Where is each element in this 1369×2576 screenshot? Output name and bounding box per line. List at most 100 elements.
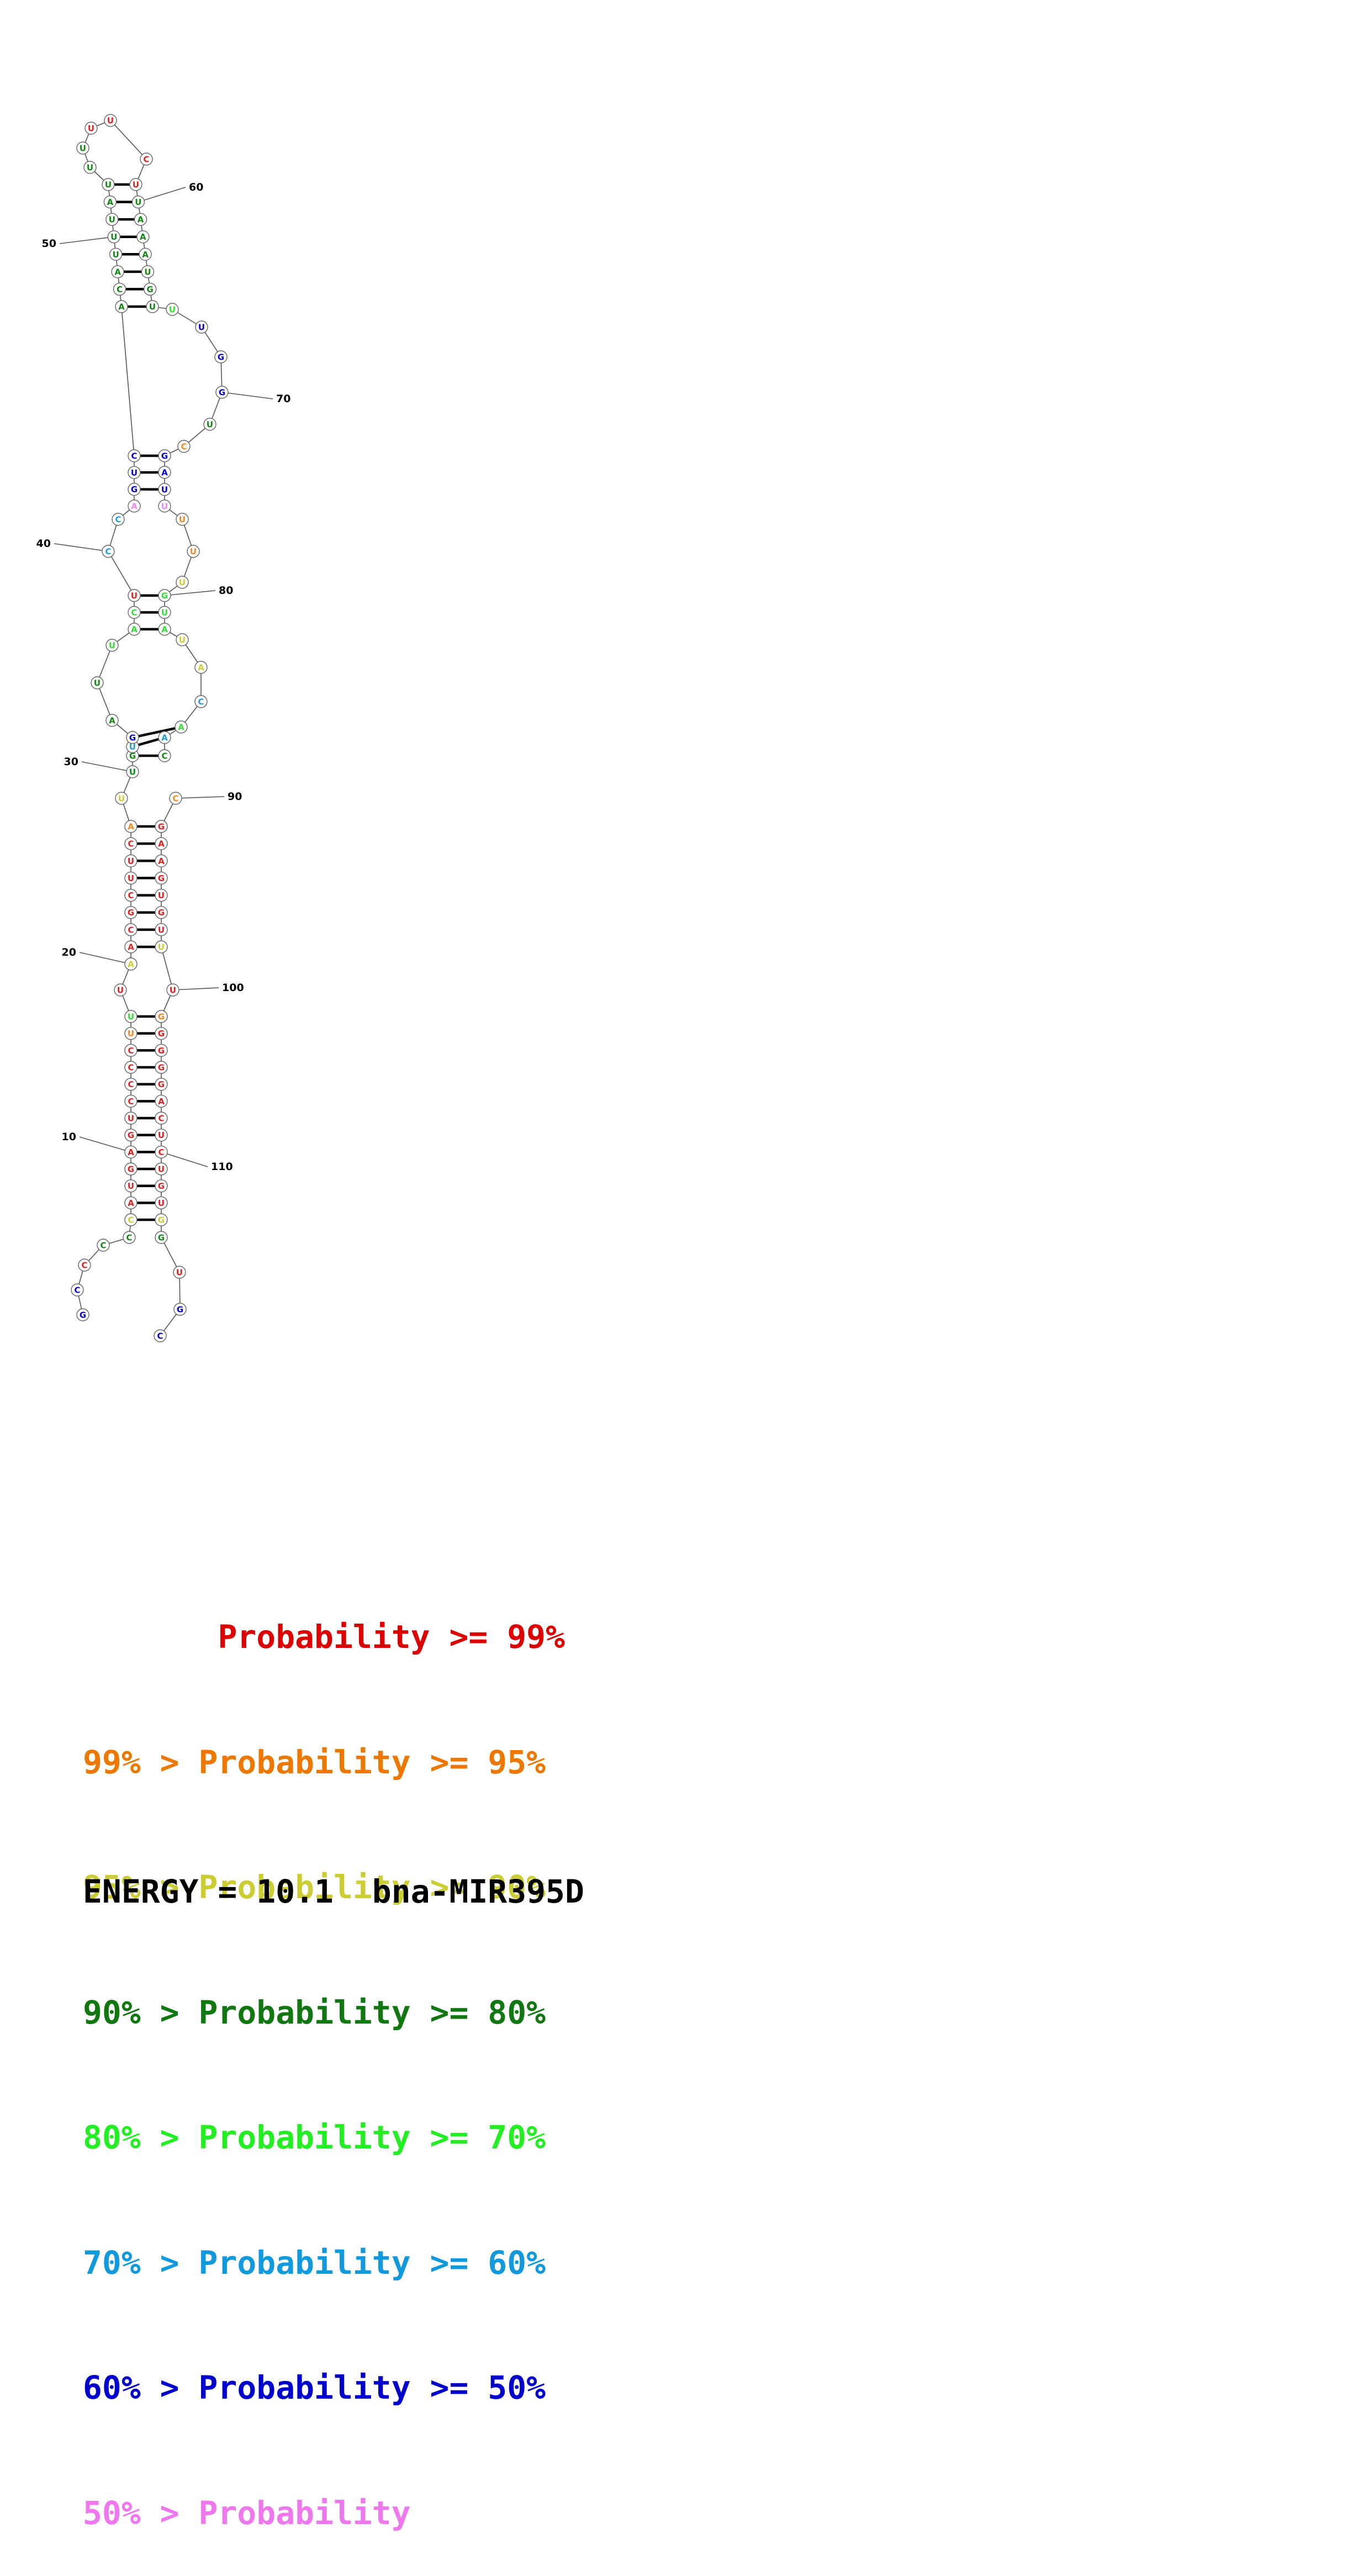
position-label: 60 xyxy=(189,181,203,193)
nucleotide: C xyxy=(125,1095,137,1107)
nucleotide: U xyxy=(204,418,216,430)
nucleotide-letter: C xyxy=(81,1261,87,1271)
position-label-leader xyxy=(173,988,219,990)
nucleotide-letter: U xyxy=(170,986,176,995)
nucleotide: U xyxy=(128,466,140,478)
nucleotide: G xyxy=(144,283,156,295)
nucleotide: C xyxy=(71,1284,83,1296)
nucleotide-letter: G xyxy=(219,388,225,398)
nucleotide-letter: C xyxy=(172,794,178,804)
nucleotide: G xyxy=(155,1010,167,1023)
position-label-leader xyxy=(165,591,215,596)
nucleotide-letter: U xyxy=(128,1181,134,1191)
nucleotide-letter: A xyxy=(178,723,184,733)
nucleotide: U xyxy=(158,500,171,512)
nucleotide-letter: A xyxy=(161,625,168,635)
nucleotide-letter: U xyxy=(176,1268,183,1278)
nucleotide: C xyxy=(195,696,207,708)
base-pair-bond xyxy=(139,739,159,745)
position-label: 100 xyxy=(222,982,244,994)
legend-row: 60% > Probability >= 50% xyxy=(83,2367,565,2409)
nucleotide-layer: GCCCCCAUGAGUCCCCUUUAACGCUUCAUUGUGAUUACUC… xyxy=(71,114,228,1342)
nucleotide: U xyxy=(155,1197,167,1209)
nucleotide: A xyxy=(155,1095,167,1107)
nucleotide-letter: U xyxy=(133,180,139,190)
legend-label: Probability >= 95% xyxy=(199,1743,546,1781)
nucleotide: U xyxy=(166,303,178,315)
nucleotide: U xyxy=(106,639,118,651)
nucleotide: A xyxy=(106,714,118,726)
nucleotide: U xyxy=(176,576,188,588)
nucleotide: U xyxy=(195,321,208,333)
backbone-link xyxy=(121,307,134,456)
nucleotide: A xyxy=(112,266,124,278)
nucleotide-letter: U xyxy=(110,232,117,242)
nucleotide: G xyxy=(158,450,171,462)
nucleotide: U xyxy=(176,634,188,646)
position-label-leader xyxy=(82,762,133,772)
nucleotide-letter: G xyxy=(158,822,165,832)
nucleotide-letter: C xyxy=(126,1233,132,1243)
position-label: 50 xyxy=(42,238,56,250)
position-label: 70 xyxy=(276,393,290,405)
nucleotide: U xyxy=(126,766,139,778)
nucleotide: C xyxy=(78,1259,91,1271)
nucleotide-letter: A xyxy=(198,663,204,673)
nucleotide-letter: U xyxy=(149,302,156,312)
nucleotide: A xyxy=(125,820,137,833)
legend-prefix: 99% > xyxy=(83,1743,199,1781)
nucleotide-letter: U xyxy=(198,323,205,333)
nucleotide-letter: C xyxy=(158,1147,164,1157)
nucleotide: A xyxy=(125,941,137,953)
nucleotide: G xyxy=(155,1180,167,1192)
nucleotide-letter: G xyxy=(158,908,165,918)
nucleotide-letter: U xyxy=(158,891,165,900)
nucleotide-letter: U xyxy=(113,250,119,260)
nucleotide-letter: U xyxy=(117,986,124,995)
nucleotide: G xyxy=(155,1214,167,1226)
nucleotide: C xyxy=(97,1239,109,1251)
nucleotide-letter: C xyxy=(181,442,187,452)
nucleotide-letter: A xyxy=(161,468,168,478)
nucleotide: U xyxy=(115,792,128,804)
backbone-link xyxy=(108,551,134,596)
nucleotide-letter: U xyxy=(105,180,112,190)
nucleotide: A xyxy=(104,196,116,208)
nucleotide-letter: U xyxy=(179,578,186,588)
position-label-leader xyxy=(60,237,114,244)
position-label: 110 xyxy=(211,1161,233,1173)
nucleotide-letter: G xyxy=(128,1165,134,1174)
legend-label: Probability >= 60% xyxy=(199,2244,546,2282)
nucleotide-letter: C xyxy=(115,515,121,525)
nucleotide: U xyxy=(130,178,142,191)
nucleotide-letter: G xyxy=(80,1310,86,1320)
nucleotide-letter: U xyxy=(88,124,94,134)
nucleotide: U xyxy=(125,855,137,867)
nucleotide-letter: C xyxy=(131,608,137,618)
legend-label: Probability >= 80% xyxy=(199,1994,546,2031)
legend-row: 50% > Probability xyxy=(83,2493,565,2535)
legend-label: Probability >= 70% xyxy=(199,2119,546,2156)
nucleotide-letter: A xyxy=(142,250,149,260)
nucleotide: G xyxy=(155,1078,167,1091)
legend-row: 90% > Probability >= 80% xyxy=(83,1992,565,2034)
nucleotide-letter: U xyxy=(158,942,165,952)
nucleotide-letter: A xyxy=(128,942,134,952)
nucleotide-letter: G xyxy=(158,873,165,883)
nucleotide: C xyxy=(154,1330,166,1342)
nucleotide: C xyxy=(140,153,152,165)
nucleotide-letter: U xyxy=(129,767,136,777)
nucleotide: A xyxy=(158,623,171,635)
nucleotide-letter: U xyxy=(207,420,213,430)
nucleotide-letter: A xyxy=(118,302,125,312)
nucleotide-letter: U xyxy=(161,608,168,618)
nucleotide: C xyxy=(155,1112,167,1124)
legend-label: Probability xyxy=(199,2494,411,2532)
nucleotide-letter: G xyxy=(161,451,168,461)
nucleotide: U xyxy=(187,545,199,557)
position-label: 20 xyxy=(62,946,76,958)
nucleotide-letter: U xyxy=(161,502,168,512)
position-label-leader xyxy=(161,1152,208,1167)
nucleotide: C xyxy=(178,440,190,452)
nucleotide-letter: C xyxy=(128,1079,134,1089)
